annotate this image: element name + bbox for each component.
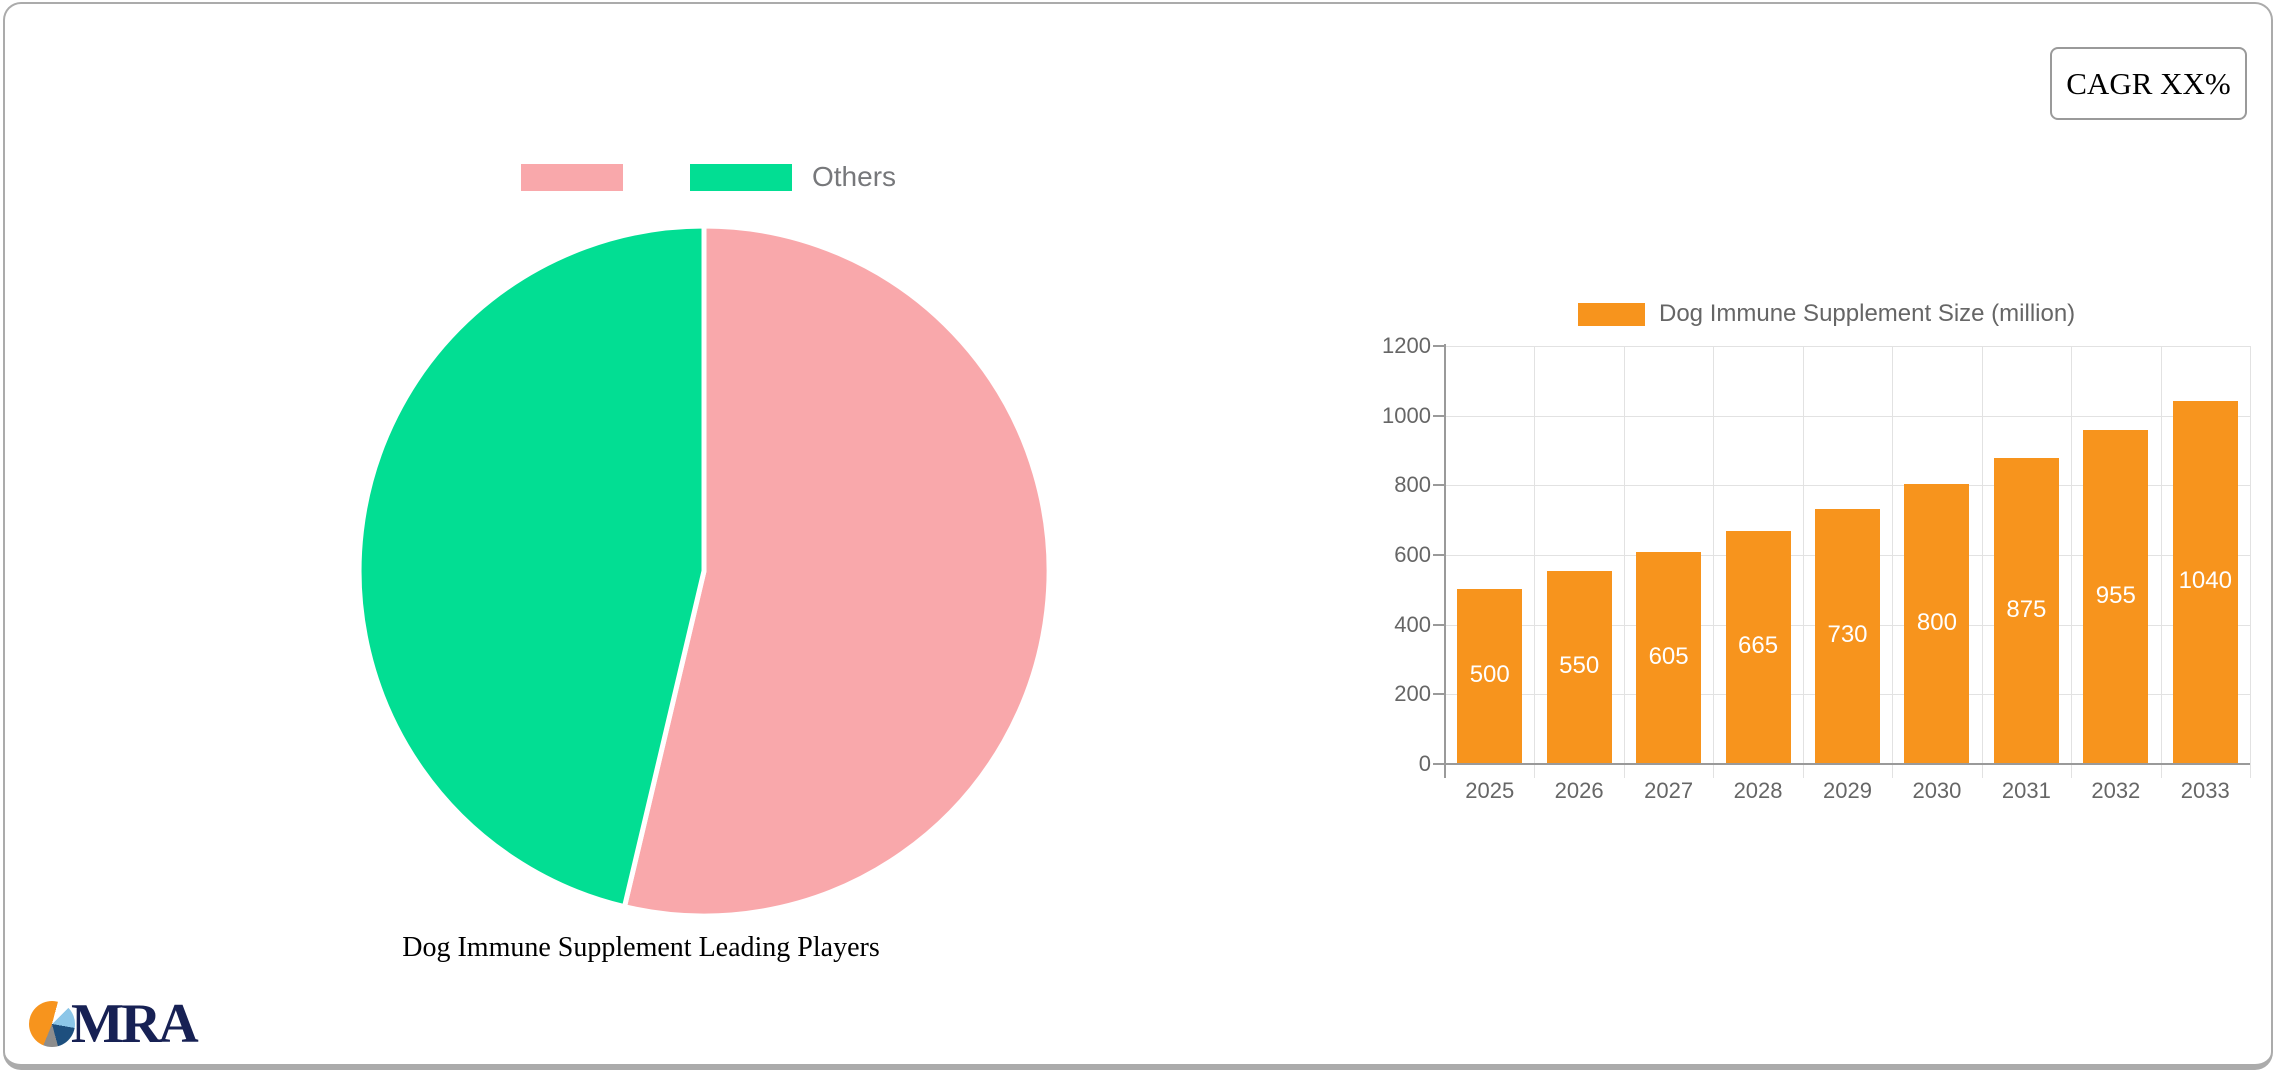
bar-value-label: 800 bbox=[1916, 608, 1957, 636]
bar-legend: Dog Immune Supplement Size (million) bbox=[1578, 300, 2075, 328]
y-axis-tick bbox=[1433, 623, 1444, 626]
pie-legend-swatch-player bbox=[521, 163, 623, 191]
logo-pie-icon bbox=[29, 1001, 75, 1047]
pie-chart bbox=[354, 221, 1054, 921]
x-axis-label: 2032 bbox=[2091, 778, 2141, 803]
logo-text: MRA bbox=[71, 993, 199, 1055]
bar-value-label: 730 bbox=[1827, 620, 1868, 648]
x-axis-label: 2029 bbox=[1823, 778, 1872, 803]
gridline-h bbox=[1445, 415, 2250, 417]
gridline-v bbox=[1713, 346, 1715, 778]
brand-logo: MRA bbox=[29, 993, 199, 1055]
y-axis-label: 0 bbox=[1418, 751, 1431, 776]
gridline-v bbox=[2071, 346, 2073, 778]
bar-value-label: 1040 bbox=[2178, 566, 2232, 594]
y-axis-label: 600 bbox=[1394, 542, 1431, 567]
x-axis-label: 2027 bbox=[1644, 778, 1694, 803]
bar-value-label: 875 bbox=[2006, 595, 2047, 623]
gridline-v bbox=[1534, 346, 1536, 778]
y-axis-tick bbox=[1433, 484, 1444, 487]
gridline-v bbox=[1981, 346, 1983, 778]
cagr-badge: CAGR XX% bbox=[2050, 47, 2247, 120]
gridline-v bbox=[1623, 346, 1625, 778]
y-axis-label: 800 bbox=[1394, 472, 1431, 498]
bar-value-label: 665 bbox=[1738, 632, 1779, 660]
bar-value-label: 550 bbox=[1559, 652, 1600, 680]
x-axis-label: 2026 bbox=[1554, 778, 1604, 803]
bar-value-label: 500 bbox=[1469, 660, 1510, 688]
x-axis-line bbox=[1445, 763, 2250, 765]
x-axis-label: 2025 bbox=[1465, 778, 1515, 803]
pie-legend-swatch-others bbox=[690, 163, 792, 191]
bar-2032: 955 bbox=[2083, 430, 2149, 763]
y-axis-tick bbox=[1433, 763, 1444, 765]
y-axis-label: 1200 bbox=[1382, 333, 1431, 358]
y-axis-line bbox=[1444, 344, 1446, 778]
pie-legend-label-others: Others bbox=[812, 161, 897, 192]
bar-legend-swatch bbox=[1578, 302, 1645, 326]
pie-legend: Others bbox=[521, 161, 896, 193]
x-axis-label: 2033 bbox=[2180, 778, 2230, 803]
bar-2031: 875 bbox=[1993, 458, 2059, 763]
gridline-v bbox=[1802, 346, 1804, 778]
x-axis-label: 2031 bbox=[2001, 778, 2051, 803]
bar-2025: 500 bbox=[1457, 588, 1523, 763]
gridline-v bbox=[2160, 346, 2162, 778]
pie-chart-title: Dog Immune Supplement Leading Players bbox=[402, 932, 880, 963]
pie-chart-svg bbox=[356, 223, 1052, 919]
y-axis-tick bbox=[1433, 345, 1444, 347]
bar-legend-label: Dog Immune Supplement Size (million) bbox=[1659, 300, 2076, 327]
bar-value-label: 605 bbox=[1648, 642, 1689, 670]
gridline-v bbox=[1892, 346, 1894, 778]
y-axis-label: 400 bbox=[1394, 611, 1431, 637]
gridline-v bbox=[2250, 346, 2251, 778]
pie-slice-player bbox=[622, 223, 1052, 919]
pie-slice-others bbox=[356, 223, 707, 910]
bar-2030: 800 bbox=[1904, 484, 1970, 763]
bar-2028: 665 bbox=[1725, 531, 1791, 763]
x-axis-label: 2028 bbox=[1733, 778, 1783, 803]
bar-2033: 1040 bbox=[2172, 400, 2238, 763]
y-axis-tick bbox=[1433, 414, 1444, 417]
x-axis-label: 2030 bbox=[1912, 778, 1962, 803]
bar-value-label: 955 bbox=[2095, 581, 2136, 609]
bar-2026: 550 bbox=[1546, 571, 1612, 763]
report-card: CAGR XX% Others Dog Immune Supplement Le… bbox=[3, 2, 2273, 1070]
gridline-h bbox=[1445, 346, 2250, 347]
bar-2027: 605 bbox=[1636, 552, 1702, 763]
cagr-label: CAGR XX% bbox=[2066, 65, 2231, 101]
y-axis-tick bbox=[1433, 554, 1444, 556]
y-axis-label: 1000 bbox=[1382, 402, 1431, 428]
bar-chart-plot: 0 200 400 600 800 1000 1200 500 2025 550 2026 605 20… bbox=[1382, 333, 2251, 803]
y-axis-label: 200 bbox=[1394, 681, 1431, 707]
gridline-h bbox=[1445, 485, 2250, 487]
y-axis-tick bbox=[1433, 693, 1444, 696]
bar-2029: 730 bbox=[1815, 508, 1880, 763]
